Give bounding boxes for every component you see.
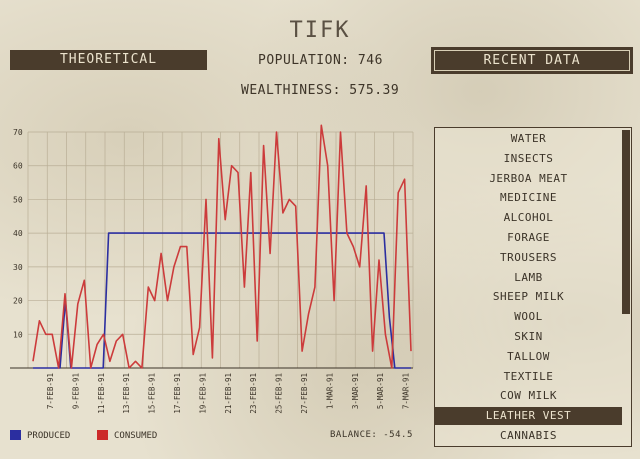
x-tick-label: 9-FEB-91 [71,373,80,409]
resource-list-item[interactable]: WOOL [514,310,543,324]
x-tick-label: 5-MAR-91 [376,373,385,409]
resource-list-item[interactable]: TEXTILE [503,369,554,383]
y-axis-ticks: 10 20 30 40 50 60 70 [13,128,23,339]
theoretical-button[interactable]: THEORETICAL [10,50,207,70]
y-tick-label: 50 [13,195,23,204]
x-tick-label: 7-MAR-91 [402,373,411,409]
legend-consumed: CONSUMED [97,430,157,441]
x-tick-label: 21-FEB-91 [224,373,233,414]
chart-series [32,124,412,369]
population-stat: POPULATION: 746 [258,53,383,68]
resource-list-item[interactable]: ALCOHOL [503,211,554,225]
resource-list-item[interactable]: FORAGE [507,231,550,244]
consumed-series-line [32,124,412,369]
city-title: TIFK [289,18,351,43]
x-tick-label: 11-FEB-91 [97,373,106,414]
x-tick-label: 1-MAR-91 [325,373,334,409]
x-tick-label: 25-FEB-91 [275,373,284,414]
y-tick-label: 60 [13,162,23,171]
x-tick-label: 7-FEB-91 [46,373,55,409]
y-tick-label: 10 [13,330,23,339]
y-tick-label: 40 [13,229,23,238]
x-tick-label: 19-FEB-91 [198,373,207,414]
resource-list-item[interactable]: COW MILK [500,389,557,403]
resource-list-item[interactable]: SHEEP MILK [492,290,565,304]
x-tick-label: 15-FEB-91 [148,373,157,414]
resource-list-item[interactable]: LEATHER VEST [435,407,622,426]
produced-series-line [33,232,411,369]
production-chart: 10 20 30 40 50 60 70 7-FEB-91 9-FEB-91 11-FEB-91… [10,124,414,414]
x-tick-label: 23-FEB-91 [249,373,258,414]
wealthiness-stat: WEALTHINESS: 575.39 [241,83,400,98]
legend-produced: PRODUCED [10,430,70,441]
resource-list-item[interactable]: MEDICINE [500,191,557,205]
resource-list-item[interactable]: CANNABIS [500,429,557,442]
y-tick-label: 20 [13,297,23,306]
produced-swatch-icon [10,430,21,440]
list-scrollbar[interactable] [622,130,630,314]
legend-consumed-label: CONSUMED [114,431,158,441]
legend-produced-label: PRODUCED [27,431,71,441]
x-tick-label: 27-FEB-91 [300,373,309,414]
resource-list-item[interactable]: TROUSERS [500,250,557,264]
recent-data-button[interactable]: RECENT DATA [431,47,633,74]
chart-grid [10,131,414,369]
resource-list-item[interactable]: WATER [510,132,547,145]
x-axis-ticks: 7-FEB-91 9-FEB-91 11-FEB-91 13-FEB-91 15-FEB… [46,373,411,414]
resource-list-item[interactable]: JERBOA MEAT [489,171,568,185]
y-tick-label: 30 [13,263,23,272]
balance-readout: BALANCE: -54.5 [330,430,413,440]
x-tick-label: 13-FEB-91 [122,373,131,414]
x-tick-label: 3-MAR-91 [351,373,360,409]
resource-list-item[interactable]: INSECTS [503,151,554,165]
y-tick-label: 70 [13,128,23,137]
consumed-swatch-icon [97,430,108,440]
x-tick-label: 17-FEB-91 [173,373,182,414]
resource-list-item[interactable]: LAMB [514,270,543,284]
resource-list-item[interactable]: SKIN [514,330,543,343]
resource-list-item[interactable]: TALLOW [507,349,550,363]
resource-list[interactable]: WATER INSECTS JERBOA MEAT MEDICINE ALCOHOL FO… [434,127,632,447]
